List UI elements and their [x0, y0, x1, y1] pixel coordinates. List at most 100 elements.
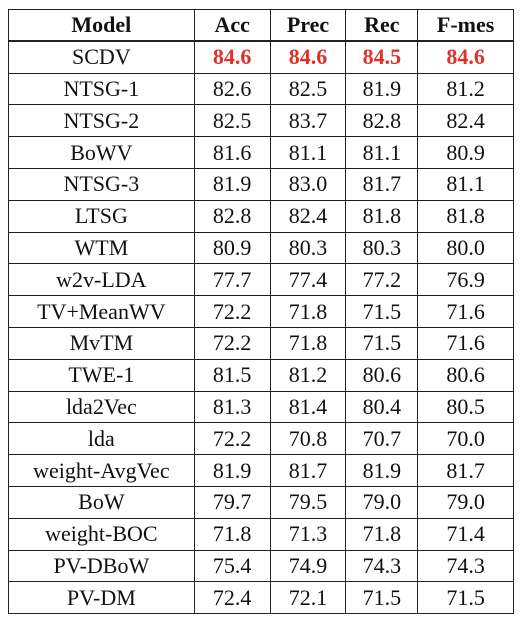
table-row: BoW 79.7 79.5 79.0 79.0 — [8, 485, 514, 519]
table-row: BoWV 81.6 81.1 81.1 80.9 — [8, 136, 514, 169]
prec-cell: 81.2 — [269, 358, 347, 392]
fmes-cell: 80.0 — [417, 231, 514, 265]
model-name-cell: weight-BOC — [8, 517, 195, 551]
header-acc: Acc — [193, 9, 271, 42]
acc-cell: 75.4 — [193, 549, 271, 583]
model-name-cell: SCDV — [8, 40, 195, 74]
prec-cell: 71.3 — [269, 517, 347, 551]
fmes-cell: 74.3 — [417, 549, 514, 583]
model-name-cell: BoW — [8, 485, 195, 519]
model-name-cell: weight-AvgVec — [8, 454, 195, 487]
prec-cell: 71.8 — [269, 326, 347, 360]
rec-cell: 77.2 — [345, 263, 419, 297]
model-name-cell: NTSG-3 — [8, 167, 195, 201]
table-row: lda 72.2 70.8 70.7 70.0 — [8, 422, 514, 456]
fmes-cell: 81.7 — [417, 454, 514, 487]
rec-cell: 71.5 — [345, 295, 419, 328]
header-model: Model — [8, 9, 195, 42]
table-row: weight-BOC 71.8 71.3 71.8 71.4 — [8, 517, 514, 551]
acc-cell: 72.2 — [193, 326, 271, 360]
acc-cell: 79.7 — [193, 485, 271, 519]
model-name-cell: PV-DBoW — [8, 549, 195, 583]
acc-cell: 81.5 — [193, 358, 271, 392]
acc-cell: 72.2 — [193, 295, 271, 328]
acc-cell: 82.8 — [193, 199, 271, 233]
model-name-cell: TWE-1 — [8, 358, 195, 392]
model-name-cell: lda — [8, 422, 195, 456]
acc-cell: 80.9 — [193, 231, 271, 265]
model-name-cell: PV-DM — [8, 581, 195, 615]
prec-cell: 70.8 — [269, 422, 347, 456]
prec-cell: 80.3 — [269, 231, 347, 265]
rec-cell: 70.7 — [345, 422, 419, 456]
fmes-cell: 71.4 — [417, 517, 514, 551]
table-row: weight-AvgVec 81.9 81.7 81.9 81.7 — [8, 454, 514, 487]
prec-cell: 84.6 — [269, 40, 347, 74]
table-row: LTSG 82.8 82.4 81.8 81.8 — [8, 199, 514, 233]
acc-cell: 81.6 — [193, 136, 271, 169]
prec-cell: 82.4 — [269, 199, 347, 233]
header-row: Model Acc Prec Rec F-mes — [8, 9, 514, 42]
rec-cell: 71.5 — [345, 581, 419, 615]
acc-cell: 72.4 — [193, 581, 271, 615]
fmes-cell: 81.1 — [417, 167, 514, 201]
prec-cell: 77.4 — [269, 263, 347, 297]
fmes-cell: 81.8 — [417, 199, 514, 233]
table-row: SCDV 84.6 84.6 84.5 84.6 — [8, 40, 514, 74]
acc-cell: 82.6 — [193, 72, 271, 106]
prec-cell: 83.0 — [269, 167, 347, 201]
prec-cell: 72.1 — [269, 581, 347, 615]
table-body: SCDV 84.6 84.6 84.5 84.6 NTSG-1 82.6 82.5 81.9 81… — [8, 40, 514, 615]
rec-cell: 80.3 — [345, 231, 419, 265]
table-row: NTSG-2 82.5 83.7 82.8 82.4 — [8, 104, 514, 138]
table-row: TV+MeanWV 72.2 71.8 71.5 71.6 — [8, 295, 514, 328]
prec-cell: 81.7 — [269, 454, 347, 487]
model-name-cell: TV+MeanWV — [8, 295, 195, 328]
rec-cell: 71.8 — [345, 517, 419, 551]
fmes-cell: 80.6 — [417, 358, 514, 392]
table-row: WTM 80.9 80.3 80.3 80.0 — [8, 231, 514, 265]
fmes-cell: 80.9 — [417, 136, 514, 169]
acc-cell: 72.2 — [193, 422, 271, 456]
prec-cell: 79.5 — [269, 485, 347, 519]
acc-cell: 81.3 — [193, 390, 271, 424]
prec-cell: 83.7 — [269, 104, 347, 138]
fmes-cell: 71.5 — [417, 581, 514, 615]
table-row: NTSG-1 82.6 82.5 81.9 81.2 — [8, 72, 514, 106]
rec-cell: 80.4 — [345, 390, 419, 424]
table-row: NTSG-3 81.9 83.0 81.7 81.1 — [8, 167, 514, 201]
model-name-cell: NTSG-2 — [8, 104, 195, 138]
model-name-cell: NTSG-1 — [8, 72, 195, 106]
table-row: w2v-LDA 77.7 77.4 77.2 76.9 — [8, 263, 514, 297]
acc-cell: 82.5 — [193, 104, 271, 138]
model-name-cell: LTSG — [8, 199, 195, 233]
fmes-cell: 70.0 — [417, 422, 514, 456]
model-name-cell: w2v-LDA — [8, 263, 195, 297]
rec-cell: 81.1 — [345, 136, 419, 169]
acc-cell: 84.6 — [193, 40, 271, 74]
rec-cell: 81.7 — [345, 167, 419, 201]
rec-cell: 81.9 — [345, 454, 419, 487]
prec-cell: 71.8 — [269, 295, 347, 328]
fmes-cell: 81.2 — [417, 72, 514, 106]
acc-cell: 81.9 — [193, 167, 271, 201]
fmes-cell: 79.0 — [417, 485, 514, 519]
fmes-cell: 80.5 — [417, 390, 514, 424]
table-row: lda2Vec 81.3 81.4 80.4 80.5 — [8, 390, 514, 424]
prec-cell: 82.5 — [269, 72, 347, 106]
acc-cell: 71.8 — [193, 517, 271, 551]
rec-cell: 79.0 — [345, 485, 419, 519]
rec-cell: 74.3 — [345, 549, 419, 583]
fmes-cell: 82.4 — [417, 104, 514, 138]
fmes-cell: 71.6 — [417, 326, 514, 360]
prec-cell: 81.1 — [269, 136, 347, 169]
prec-cell: 81.4 — [269, 390, 347, 424]
fmes-cell: 84.6 — [417, 40, 514, 74]
table-row: PV-DM 72.4 72.1 71.5 71.5 — [8, 581, 514, 615]
fmes-cell: 76.9 — [417, 263, 514, 297]
rec-cell: 84.5 — [345, 40, 419, 74]
rec-cell: 82.8 — [345, 104, 419, 138]
rec-cell: 80.6 — [345, 358, 419, 392]
rec-cell: 81.8 — [345, 199, 419, 233]
model-name-cell: lda2Vec — [8, 390, 195, 424]
